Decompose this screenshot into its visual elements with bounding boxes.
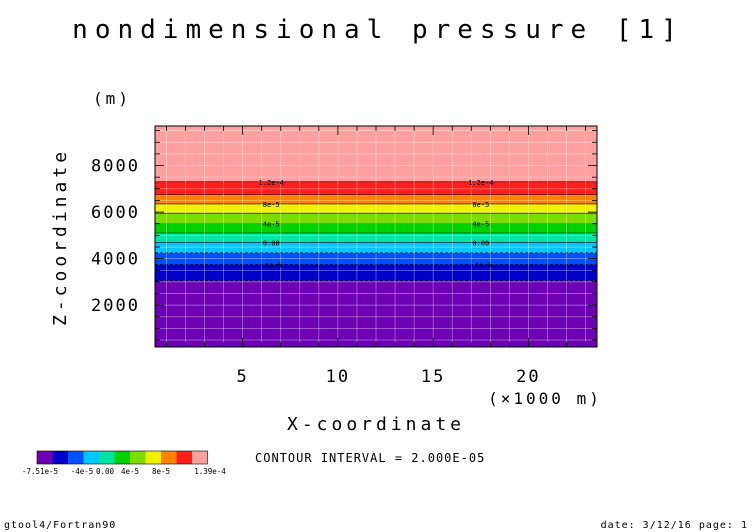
colorbar-swatch bbox=[161, 451, 177, 464]
contour-label: -4e-5 bbox=[261, 261, 282, 269]
colorbar-swatch bbox=[99, 451, 115, 464]
colorbar-swatch bbox=[192, 451, 208, 464]
colorbar: -7.51e-5 -4e-5 0.00 4e-5 8e-5 1.39e-4 bbox=[22, 450, 226, 476]
footer-left: gtool4/Fortran90 bbox=[4, 520, 116, 531]
colorbar-label: 8e-5 bbox=[152, 467, 170, 476]
colorbar-swatch bbox=[176, 451, 192, 464]
colorbar-swatch bbox=[114, 451, 130, 464]
contour-band-0 bbox=[155, 280, 597, 347]
grid-lines bbox=[155, 126, 597, 347]
contour-band-8 bbox=[155, 194, 597, 204]
contour-label: 1.2e-4 bbox=[468, 179, 493, 187]
x-tick-label: 15 bbox=[421, 367, 445, 387]
footer-right: date: 3/12/16 page: 1 bbox=[601, 520, 748, 531]
x-tick-label: 20 bbox=[516, 367, 540, 387]
colorbar-label: -7.51e-5 bbox=[22, 467, 58, 476]
contour-label: 1.2e-4 bbox=[259, 179, 284, 187]
contour-labels: 1.2e-4 1.2e-4 8e-5 8e-5 4e-5 4e-5 0.00 0.00 -4e-… bbox=[259, 179, 494, 270]
contour-label: 8e-5 bbox=[472, 201, 489, 209]
x-tick-label: 5 bbox=[237, 367, 249, 387]
colorbar-label: 0.00 bbox=[96, 467, 115, 476]
x-axis-label: X-coordinate bbox=[287, 414, 465, 435]
contour-label: 0.00 bbox=[263, 239, 280, 247]
y-unit-label: (m) bbox=[93, 89, 131, 108]
contour-band-2 bbox=[155, 252, 597, 265]
contour-band-1 bbox=[155, 264, 597, 281]
contour-band-5 bbox=[155, 223, 597, 234]
x-tick-label: 10 bbox=[326, 367, 350, 387]
colorbar-swatch bbox=[68, 451, 84, 464]
contour-label: 4e-5 bbox=[472, 221, 489, 229]
contour-band-7 bbox=[155, 203, 597, 214]
y-axis-label: Z-coordinate bbox=[50, 148, 71, 326]
colorbar-swatch bbox=[130, 451, 146, 464]
y-tick-label: 6000 bbox=[91, 203, 140, 223]
colorbar-swatch bbox=[145, 451, 161, 464]
colorbar-label: 1.39e-4 bbox=[194, 467, 226, 476]
y-tick-label: 2000 bbox=[91, 296, 140, 316]
colorbar-frame bbox=[36, 450, 208, 465]
axis-ticks: 5 10 15 20 2000 4000 6000 8000 bbox=[91, 126, 597, 387]
y-tick-label: 4000 bbox=[91, 250, 140, 270]
contour-label: 4e-5 bbox=[263, 221, 280, 229]
contour-label: 0.00 bbox=[472, 239, 489, 247]
contour-band-10 bbox=[155, 126, 597, 182]
contour-label: -4e-5 bbox=[470, 261, 491, 269]
contour-label: 8e-5 bbox=[263, 201, 280, 209]
x-unit-label: (×1000 m) bbox=[488, 389, 602, 408]
contour-band-3 bbox=[155, 242, 597, 253]
contour-band-6 bbox=[155, 213, 597, 224]
colorbar-swatch bbox=[52, 451, 68, 464]
colorbar-label: 4e-5 bbox=[121, 467, 139, 476]
contour-band-4 bbox=[155, 233, 597, 243]
contour-band-9 bbox=[155, 181, 597, 195]
colorbar-swatch bbox=[37, 451, 53, 464]
y-tick-label: 8000 bbox=[91, 157, 140, 177]
colorbar-label: -4e-5 bbox=[71, 467, 94, 476]
contour-bands bbox=[155, 126, 597, 347]
colorbar-swatch bbox=[83, 451, 99, 464]
contour-interval-text: CONTOUR INTERVAL = 2.000E-05 bbox=[255, 451, 485, 465]
chart-title: nondimensional pressure [1] bbox=[72, 15, 684, 45]
